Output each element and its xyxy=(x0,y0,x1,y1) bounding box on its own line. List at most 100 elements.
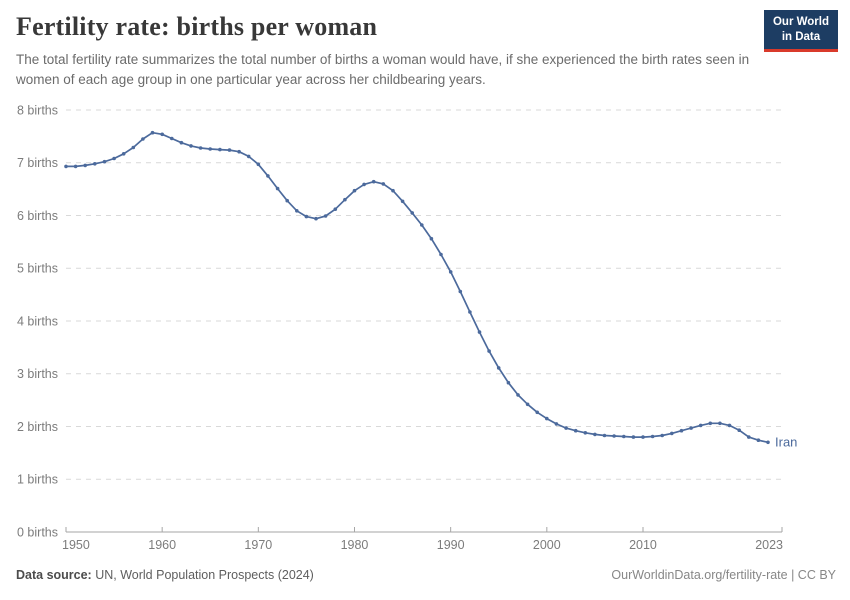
data-point xyxy=(131,145,136,150)
data-point xyxy=(622,434,626,439)
y-axis-tick-label: 1 births xyxy=(17,473,58,487)
data-point xyxy=(487,349,491,353)
data-point xyxy=(641,435,645,439)
data-point xyxy=(208,147,212,151)
data-point xyxy=(468,310,472,314)
data-point xyxy=(477,330,482,334)
data-point xyxy=(448,270,453,274)
owid-logo-line2: in Data xyxy=(781,30,821,43)
data-point xyxy=(525,402,530,407)
data-point xyxy=(554,422,559,426)
owid-logo-line1: Our World xyxy=(772,16,829,28)
y-axis-tick-label: 6 births xyxy=(17,209,58,223)
data-point xyxy=(698,423,703,428)
data-point xyxy=(198,146,203,150)
data-point xyxy=(545,416,549,421)
data-point xyxy=(189,144,193,148)
data-point xyxy=(429,236,434,241)
data-point xyxy=(535,410,539,415)
data-point xyxy=(295,209,299,213)
data-point xyxy=(73,164,78,169)
data-point xyxy=(391,188,395,193)
x-axis-tick-label: 1980 xyxy=(341,538,369,552)
data-point xyxy=(660,433,664,438)
data-point xyxy=(352,188,357,193)
data-point xyxy=(670,431,674,436)
x-axis-tick-label: 2000 xyxy=(533,538,561,552)
data-point xyxy=(227,148,232,152)
data-point xyxy=(112,156,116,161)
data-point xyxy=(121,152,126,156)
data-point xyxy=(333,207,338,211)
data-point xyxy=(766,440,770,445)
header: Fertility rate: births per woman The tot… xyxy=(16,12,761,89)
data-point xyxy=(747,435,751,439)
series-line-iran xyxy=(65,131,769,444)
data-point xyxy=(102,159,107,164)
y-axis-tick-label: 0 births xyxy=(17,525,58,539)
data-source: Data source: UN, World Population Prospe… xyxy=(16,568,314,582)
data-source-text: UN, World Population Prospects (2024) xyxy=(95,568,314,582)
data-point xyxy=(170,136,174,141)
y-axis-tick-label: 5 births xyxy=(17,262,58,276)
data-point xyxy=(689,426,693,430)
data-point xyxy=(410,211,415,215)
chart-subtitle: The total fertility rate summarizes the … xyxy=(16,52,750,87)
y-axis-tick-label: 7 births xyxy=(17,156,58,170)
data-point xyxy=(439,252,443,257)
data-point xyxy=(458,289,463,294)
x-axis-tick-label: 1960 xyxy=(148,538,176,552)
data-point xyxy=(150,130,155,135)
y-axis-tick-label: 8 births xyxy=(17,103,58,117)
data-point xyxy=(631,435,636,439)
data-point xyxy=(516,393,520,397)
data-point xyxy=(179,140,184,145)
data-point xyxy=(583,431,588,435)
data-point xyxy=(160,132,164,137)
data-point xyxy=(756,438,761,443)
data-source-label: Data source: xyxy=(16,568,92,582)
data-point xyxy=(343,197,347,202)
data-point xyxy=(93,162,97,166)
data-point xyxy=(266,174,270,178)
x-axis-tick-label: 2023 xyxy=(755,538,783,552)
data-point xyxy=(218,147,222,152)
data-point xyxy=(314,216,318,221)
data-point xyxy=(727,423,732,428)
data-point xyxy=(323,214,328,218)
data-point xyxy=(708,421,713,426)
data-point xyxy=(602,433,607,438)
owid-logo: Our World in Data xyxy=(763,10,838,52)
data-point xyxy=(718,421,722,426)
data-point xyxy=(506,380,511,385)
x-axis-tick-label: 1990 xyxy=(437,538,465,552)
data-point xyxy=(593,432,597,437)
data-point xyxy=(496,366,501,370)
x-axis-tick-label: 2010 xyxy=(629,538,657,552)
data-point xyxy=(285,198,290,203)
data-point xyxy=(612,434,616,438)
data-point xyxy=(573,428,578,433)
y-axis-tick-label: 3 births xyxy=(17,367,58,381)
data-point xyxy=(83,163,87,168)
data-point xyxy=(371,179,376,184)
data-point xyxy=(304,214,309,219)
line-chart-canvas: 0 births 1 births 2 births 3 births 4 births… xyxy=(17,103,797,552)
chart-title: Fertility rate: births per woman xyxy=(16,12,378,41)
data-point xyxy=(564,426,568,430)
data-point xyxy=(64,164,68,169)
series-end-label-iran: Iran xyxy=(775,435,797,450)
data-point xyxy=(650,434,655,439)
data-point xyxy=(256,162,261,167)
data-point xyxy=(400,199,405,204)
chart-footer: Data source: UN, World Population Prospe… xyxy=(16,568,836,582)
data-point xyxy=(141,137,145,141)
data-point xyxy=(237,149,241,154)
x-axis-tick-label: 1950 xyxy=(62,538,90,552)
data-point xyxy=(275,186,280,191)
x-axis-tick-label: 1970 xyxy=(244,538,272,552)
y-axis-tick-label: 2 births xyxy=(17,420,58,434)
data-point xyxy=(737,428,741,433)
data-point xyxy=(246,154,251,159)
